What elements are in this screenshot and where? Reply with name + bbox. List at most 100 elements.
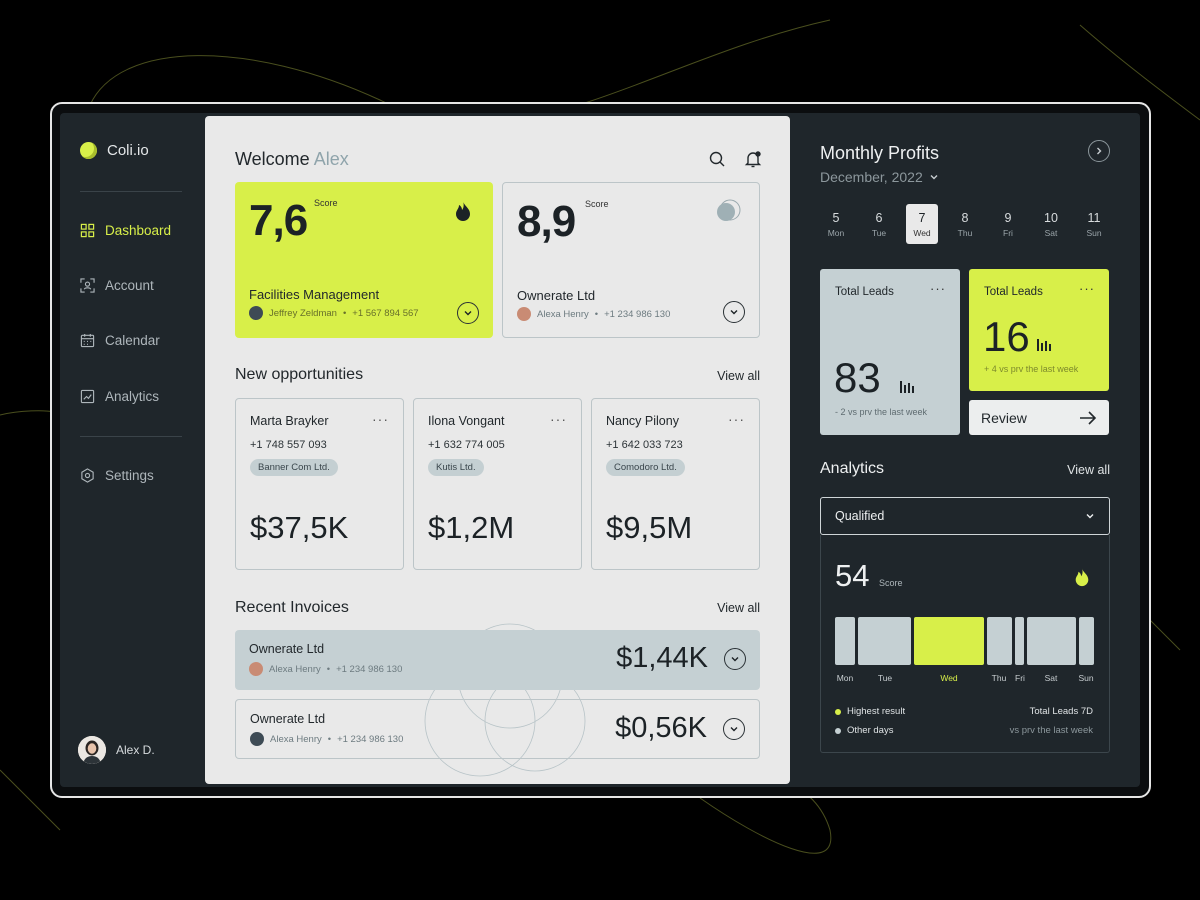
sidebar-item-calendar[interactable]: Calendar xyxy=(80,333,160,348)
invoice-row[interactable]: Ownerate Ltd Alexa Henry • +1 234 986 13… xyxy=(235,630,760,690)
hexagon-gear-icon xyxy=(81,468,94,483)
sidebar-item-label: Dashboard xyxy=(105,223,172,238)
legend-right-text: Total Leads 7D xyxy=(1029,706,1093,717)
day-item[interactable]: 10 Sat xyxy=(1035,204,1067,244)
dot-separator: • xyxy=(326,663,331,675)
opportunity-card[interactable]: Nancy Pilony ··· +1 642 033 723 Comodoro… xyxy=(591,398,760,570)
leads-value: 83 xyxy=(834,354,881,401)
main-panel: Welcome Alex 7,6 Score Facilities Manage… xyxy=(205,116,790,784)
contact-phone: +1 234 986 130 xyxy=(604,308,671,320)
bar-tue xyxy=(858,617,911,665)
sidebar-item-settings[interactable]: Settings xyxy=(80,468,154,483)
view-all-link[interactable]: View all xyxy=(1067,463,1110,477)
contact-name: Alexa Henry xyxy=(269,663,321,675)
arrow-right-icon xyxy=(1080,410,1097,425)
more-icon[interactable]: ··· xyxy=(550,411,567,427)
expand-button[interactable] xyxy=(723,301,745,323)
search-icon[interactable] xyxy=(708,150,726,168)
day-number: 5 xyxy=(832,211,840,225)
view-all-link[interactable]: View all xyxy=(717,601,760,615)
qualified-select[interactable]: Qualified xyxy=(820,497,1110,535)
score-card[interactable]: 7,6 Score Facilities Management Jeffrey … xyxy=(235,182,493,338)
chevron-right-icon xyxy=(1097,147,1102,155)
flame-icon xyxy=(1075,568,1089,587)
more-icon[interactable]: ··· xyxy=(1079,281,1095,296)
total-leads-card[interactable]: Total Leads ··· 83 - 2 vs prv the last w… xyxy=(820,269,960,435)
card-title: Total Leads xyxy=(835,286,894,298)
next-button[interactable] xyxy=(1088,140,1110,162)
welcome-name: Alex xyxy=(313,149,349,169)
header-actions xyxy=(708,150,762,168)
leads-value: 16 xyxy=(983,313,1030,360)
day-item-selected[interactable]: 7 Wed xyxy=(906,204,938,244)
more-icon[interactable]: ··· xyxy=(930,281,946,296)
opportunity-name: Nancy Pilony xyxy=(606,414,679,428)
sidebar-item-analytics[interactable]: Analytics xyxy=(80,389,159,404)
sidebar-divider xyxy=(80,191,182,192)
expand-button[interactable] xyxy=(457,302,479,324)
expand-button[interactable] xyxy=(723,718,745,740)
day-item[interactable]: 9 Fri xyxy=(992,204,1024,244)
company-tag: Comodoro Ltd. xyxy=(606,459,685,476)
legend-right-text: vs prv the last week xyxy=(1009,725,1093,736)
more-icon[interactable]: ··· xyxy=(372,411,389,427)
card-title: Total Leads xyxy=(984,286,1043,298)
more-icon[interactable]: ··· xyxy=(728,411,745,427)
user-profile[interactable]: Alex D. xyxy=(78,736,155,764)
month-label: December, 2022 xyxy=(820,169,923,185)
opportunity-phone: +1 748 557 093 xyxy=(250,439,327,451)
brand[interactable]: Coli.io xyxy=(80,142,149,159)
chevron-down-icon xyxy=(730,310,738,315)
day-label: Sat xyxy=(1044,673,1058,683)
chevron-down-icon xyxy=(464,311,472,316)
review-button[interactable]: Review xyxy=(969,400,1109,435)
bar-fri xyxy=(1015,617,1024,665)
opportunity-card[interactable]: Marta Brayker ··· +1 748 557 093 Banner … xyxy=(235,398,404,570)
day-label: Thu xyxy=(991,673,1007,683)
sidebar-item-label: Account xyxy=(105,278,154,293)
opportunity-card[interactable]: Ilona Vongant ··· +1 632 774 005 Kutis L… xyxy=(413,398,582,570)
flame-icon xyxy=(456,201,470,221)
legend-dot xyxy=(835,708,841,715)
day-item[interactable]: 8 Thu xyxy=(949,204,981,244)
month-selector[interactable]: December, 2022 xyxy=(820,169,939,185)
score-card[interactable]: 8,9 Score Ownerate Ltd Alexa Henry • +1 … xyxy=(502,182,760,338)
invoice-row[interactable]: Ownerate Ltd Alexa Henry • +1 234 986 13… xyxy=(235,699,760,759)
day-name: Mon xyxy=(827,228,845,238)
dot-separator: • xyxy=(327,733,332,745)
sidebar-item-dashboard[interactable]: Dashboard xyxy=(80,223,171,238)
legend-dot xyxy=(835,727,841,734)
avatar xyxy=(249,662,263,676)
chevron-down-icon xyxy=(1086,514,1094,519)
review-label: Review xyxy=(981,409,1027,426)
day-number: 10 xyxy=(1044,211,1058,225)
brand-name: Coli.io xyxy=(107,142,149,159)
sidebar-item-account[interactable]: Account xyxy=(80,278,154,293)
day-item[interactable]: 6 Tue xyxy=(863,204,895,244)
calendar-icon xyxy=(80,333,95,348)
score-card-title: Facilities Management xyxy=(249,287,380,302)
contact-phone: +1 234 986 130 xyxy=(336,663,403,675)
bell-icon[interactable] xyxy=(744,150,762,168)
invoice-amount: $1,44K xyxy=(616,642,708,674)
expand-button[interactable] xyxy=(724,648,746,670)
invoice-amount: $0,56K xyxy=(615,712,707,744)
contact-name: Jeffrey Zeldman xyxy=(269,307,337,319)
opportunity-amount: $1,2M xyxy=(428,510,515,545)
score-card-contact: Alexa Henry • +1 234 986 130 xyxy=(517,307,670,321)
legend-other: Other days xyxy=(835,725,893,736)
day-label: Fri xyxy=(1015,673,1025,683)
bars-icon xyxy=(900,381,914,393)
analytics-box: 54 Score Mon Tue Wed Thu Fri Sat Sun Hig… xyxy=(820,535,1110,753)
day-item[interactable]: 11 Sun xyxy=(1078,204,1110,244)
day-number: 9 xyxy=(1004,211,1012,225)
day-name: Sat xyxy=(1044,228,1058,238)
total-leads-card[interactable]: Total Leads ··· 16 + 4 vs prv the last w… xyxy=(969,269,1109,391)
avatar xyxy=(517,307,531,321)
section-title: Monthly Profits xyxy=(820,143,940,163)
brand-logo-icon xyxy=(80,142,97,159)
day-name: Wed xyxy=(913,228,931,238)
day-item[interactable]: 5 Mon xyxy=(820,204,852,244)
chart-icon xyxy=(80,389,95,404)
view-all-link[interactable]: View all xyxy=(717,369,760,383)
